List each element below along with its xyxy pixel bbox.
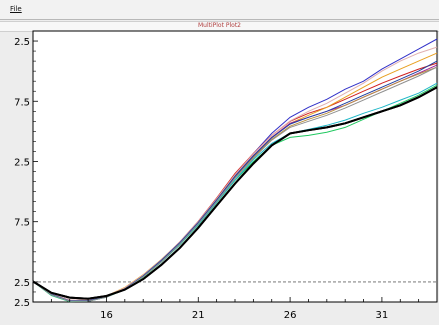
y-tick-label: 2.5 xyxy=(14,278,30,289)
y-tick-label: 2.5 xyxy=(14,37,30,48)
x-tick-label: 16 xyxy=(100,310,113,321)
y-tick-label: 2.5 xyxy=(14,298,30,309)
plot-area xyxy=(32,30,438,303)
file-menu[interactable]: File xyxy=(10,5,22,13)
x-tick-label: 31 xyxy=(376,310,389,321)
y-tick-label: 2.5 xyxy=(14,157,30,168)
y-tick-label: 7.5 xyxy=(14,97,30,108)
menu-bar: File xyxy=(0,0,439,20)
series-line-11 xyxy=(32,66,438,302)
x-tick-label: 26 xyxy=(284,310,297,321)
plot-title: MultiPlot Plot2 xyxy=(197,22,241,29)
x-tick-label: 21 xyxy=(192,310,205,321)
series-line-1-overlay xyxy=(32,86,438,300)
y-tick-label: 7.5 xyxy=(14,218,30,229)
